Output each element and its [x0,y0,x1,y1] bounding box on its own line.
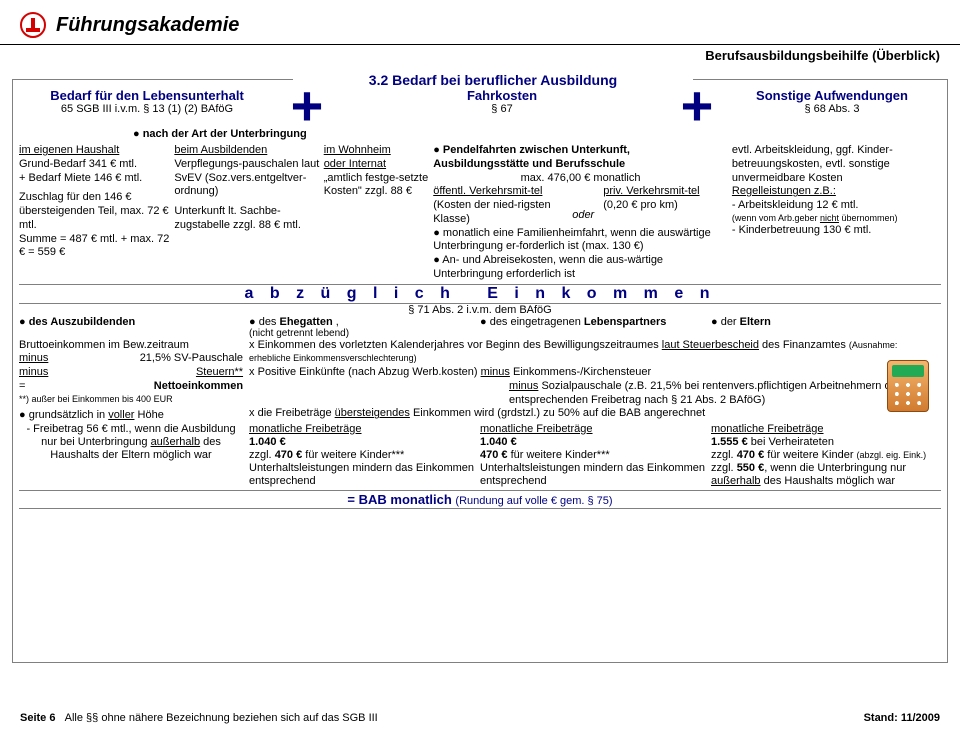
frei-2a: monatliche Freibeträge [249,423,474,436]
col5-sub: § 68 Abs. 3 [727,103,937,115]
frei-4b: 1.555 € bei Verheirateten [711,436,935,449]
plus-icon: + [277,88,337,124]
c4-b2: ● An- und Abreisekosten, wenn die aus-wä… [433,254,728,282]
unterbringung-note: ● nach der Art der Unterbringung [13,124,947,140]
abzueglich-sub: § 71 Abs. 2 i.v.m. dem BAföG [13,304,947,316]
c4-b1: ● monatlich eine Familienheimfahrt, wenn… [433,227,728,255]
col3-head: Fahrkosten [337,88,667,103]
who-eltern: ● der Eltern [711,316,771,328]
c1-head: im eigenen Haushalt [19,144,170,158]
inc-b3: minus Sozialpauschale (z.B. 21,5% bei re… [249,380,941,408]
c5-l1: Regelleistungen z.B.: [732,185,941,199]
col1-head: Bedarf für den Lebensunterhalt [17,88,277,103]
c5-l4: - Kinderbetreuung 130 € mtl. [732,224,941,238]
inc-a1: Bruttoeinkommen im Bew.zeitraum [19,339,243,353]
inc-b4: x die Freibeträge übersteigendes Einkomm… [249,407,941,421]
frei-2c: zzgl. 470 € für weitere Kinder*** [249,449,474,462]
c1-l2: + Bedarf Miete 146 € mtl. [19,172,170,186]
frei-2d: Unterhaltsleistungen mindern das Einkomm… [249,462,474,488]
who-ehegatte: ● des Ehegatten , [249,316,339,328]
frei-3c: 470 € für weitere Kinder*** [480,449,705,462]
inc-b2: x Positive Einkünfte (nach Abzug Werb.ko… [249,366,941,380]
c4-head: ● Pendelfahrten zwischen Unterkunft, Aus… [433,144,728,172]
inc-b1: x Einkommen des vorletzten Kalenderjahre… [249,339,941,367]
c2-l1: Verpflegungs-pauschalen laut SvEV (Soz.v… [174,158,319,199]
plus-icon: + [667,88,727,124]
footer: Seite 6 Alle §§ ohne nähere Bezeichnung … [20,712,940,724]
frei-4a: monatliche Freibeträge [711,423,935,436]
c4-max: max. 476,00 € monatlich [433,172,728,186]
c2-head: beim Ausbildenden [174,144,319,158]
c3-head: im Wohnheimoder Internat [324,144,430,172]
who-ehegatte-sub: (nicht getrennt lebend) [249,328,480,339]
header: Führungsakademie [0,0,960,45]
frei-4d: zzgl. 550 €, wenn die Unterbringung nur … [711,462,935,488]
brand-title: Führungsakademie [56,14,239,37]
page-topic: Berufsausbildungsbeihilfe (Überblick) [705,48,940,63]
calculator-icon [887,360,929,412]
c1-l3: Zuschlag für den 146 € übersteigenden Te… [19,191,170,232]
c4-public: öffentl. Verkehrsmit-tel (Kosten der nie… [433,185,563,226]
bedarf-grid: im eigenen Haushalt Grund-Bedarf 341 € m… [13,140,947,282]
footer-stand: Stand: 11/2009 [864,712,940,724]
brand-logo-icon [20,12,46,38]
c5-l2: - Arbeitskleidung 12 € mtl. [732,199,941,213]
content-box: 3.2 Bedarf bei beruflicher Ausbildung Be… [12,79,948,663]
page: Führungsakademie Berufsausbildungsbeihil… [0,0,960,738]
frei-3d: Unterhaltsleistungen mindern das Einkomm… [480,462,705,488]
who-lebenspartner: ● des eingetragenen Lebenspartners [480,316,666,328]
c1-l4: Summe = 487 € mtl. + max. 72 € = 559 € [19,233,170,261]
result-box: = BAB monatlich (Rundung auf volle € gem… [19,490,941,509]
col3-sub: § 67 [337,103,667,115]
abzueglich-band: a b z ü g l i c h E i n k o m m e n [19,284,941,304]
col5-head: Sonstige Aufwendungen [727,88,937,103]
col1-sub: 65 SGB III i.v.m. § 13 (1) (2) BAföG [17,103,277,115]
c3-l1: „amtlich festge-setzte Kosten" zzgl. 88 … [324,172,430,200]
income-row: Bruttoeinkommen im Bew.zeitraum minus21,… [13,339,947,423]
who-auszubildender: ● des Auszubildenden [19,316,135,328]
einkommen-persons: ● des Auszubildenden ● des Ehegatten ,(n… [13,316,947,339]
freibetraege-row: - Freibetrag 56 € mtl., wenn die Ausbild… [13,423,947,489]
c2-l2: Unterkunft lt. Sachbe-zugstabelle zzgl. … [174,205,319,233]
frei-4c: zzgl. 470 € für weitere Kinder (abzgl. e… [711,449,935,462]
c5-l3: (wenn vom Arb.geber nicht übernommen) [732,213,941,224]
inc-a6: ● grundsätzlich in voller Höhe [19,409,243,423]
inc-a5: **) außer bei Einkommen bis 400 EUR [19,394,243,405]
frei-1: - Freibetrag 56 € mtl., wenn die Ausbild… [19,423,249,489]
c5-l0: evtl. Arbeitskleidung, ggf. Kinder-betre… [732,144,941,185]
c4-oder: oder [563,185,603,226]
c1-l1: Grund-Bedarf 341 € mtl. [19,158,170,172]
page-number: Seite 6 [20,712,55,724]
c4-priv: priv. Verkehrsmit-tel (0,20 € pro km) [603,185,723,226]
footer-note: Alle §§ ohne nähere Bezeichnung beziehen… [65,712,378,724]
frei-3a: monatliche Freibeträge [480,423,705,436]
section-title: 3.2 Bedarf bei beruflicher Ausbildung [293,72,693,88]
